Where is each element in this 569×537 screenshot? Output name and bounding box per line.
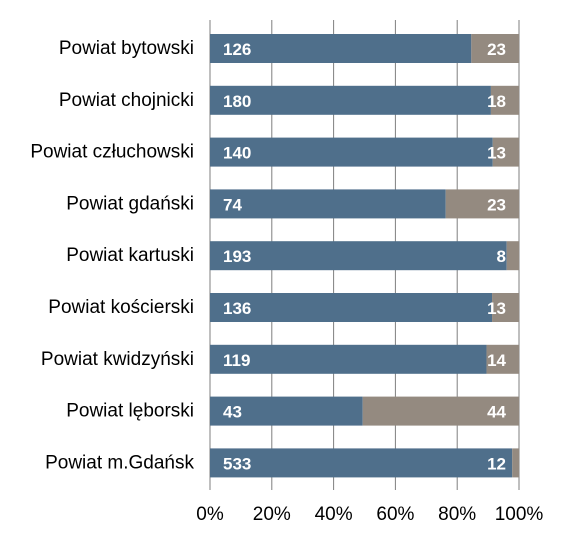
- bar-segment-2-1: [490, 85, 519, 115]
- bar-segment-2-6: [486, 344, 519, 374]
- x-tick-label: 80%: [438, 504, 476, 525]
- category-label: Powiat człuchowski: [30, 142, 194, 163]
- category-label: Powiat kwidzyński: [41, 349, 194, 370]
- category-label: Powiat chojnicki: [59, 90, 194, 111]
- data-label-series-2: 8: [497, 247, 506, 266]
- bar-segment-2-4: [506, 241, 519, 271]
- x-tick-label: 20%: [253, 504, 291, 525]
- bar-segment-1-8: [210, 448, 513, 478]
- bar-segment-2-2: [492, 137, 519, 167]
- data-label-series-2: 14: [487, 351, 506, 370]
- data-label-series-1: 126: [223, 40, 251, 59]
- data-label-series-1: 74: [223, 195, 242, 214]
- bars: [210, 34, 519, 478]
- data-label-series-1: 136: [223, 299, 251, 318]
- data-label-series-1: 43: [223, 403, 242, 422]
- bar-segment-2-8: [512, 448, 519, 478]
- category-label: Powiat kartuski: [66, 245, 194, 266]
- data-label-series-1: 180: [223, 92, 251, 111]
- bar-segment-1-7: [210, 396, 363, 426]
- data-label-series-2: 13: [487, 299, 506, 318]
- data-label-series-2: 18: [487, 92, 506, 111]
- bar-segment-1-4: [210, 241, 507, 271]
- x-tick-label: 0%: [196, 504, 224, 525]
- data-label-series-2: 12: [487, 454, 506, 473]
- bar-segment-1-3: [210, 189, 446, 219]
- bar-segment-1-0: [210, 34, 472, 63]
- bar-segment-2-7: [362, 396, 519, 426]
- data-label-series-2: 23: [487, 195, 506, 214]
- category-label: Powiat gdański: [66, 193, 194, 214]
- data-label-series-2: 13: [487, 144, 506, 163]
- bar-segment-2-0: [471, 34, 519, 63]
- bar-segment-2-5: [492, 293, 519, 322]
- data-label-series-2: 44: [487, 403, 506, 422]
- data-label-series-1: 140: [223, 144, 251, 163]
- bar-segment-1-5: [210, 293, 493, 322]
- bar-segment-1-6: [210, 344, 487, 374]
- x-tick-label: 100%: [495, 504, 544, 525]
- category-label: Powiat bytowski: [59, 38, 194, 59]
- x-tick-label: 60%: [376, 504, 414, 525]
- data-label-series-2: 23: [487, 40, 506, 59]
- bar-segment-1-2: [210, 137, 493, 167]
- data-label-series-1: 119: [223, 351, 250, 370]
- bar-segment-2-3: [445, 189, 519, 219]
- category-label: Powiat m.Gdańsk: [45, 452, 194, 473]
- category-label: Powiat lęborski: [66, 401, 194, 422]
- data-label-series-1: 533: [223, 454, 251, 473]
- data-label-series-1: 193: [223, 247, 251, 266]
- x-tick-label: 40%: [315, 504, 353, 525]
- category-label: Powiat kościerski: [48, 297, 194, 318]
- bar-segment-1-1: [210, 85, 491, 115]
